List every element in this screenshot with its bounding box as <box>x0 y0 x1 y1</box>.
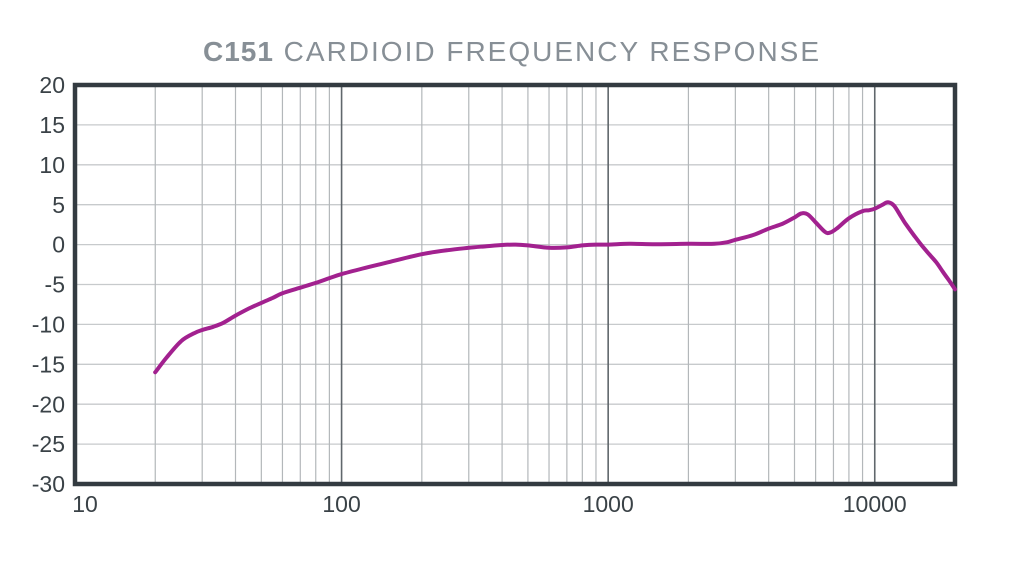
response-curve <box>153 200 957 375</box>
x-tick-label: 10 <box>72 491 98 517</box>
x-tick-label: 10000 <box>843 491 907 517</box>
y-tick-label: 10 <box>39 152 65 178</box>
chart-title: C151 CARDIOID FREQUENCY RESPONSE <box>0 36 1024 68</box>
chart-title-text: CARDIOID FREQUENCY RESPONSE <box>273 36 822 67</box>
x-tick-label: 1000 <box>583 491 634 517</box>
x-tick-label: 100 <box>322 491 360 517</box>
y-tick-label: 20 <box>39 72 65 98</box>
y-tick-label: -5 <box>45 272 65 298</box>
y-tick-label: 5 <box>52 192 65 218</box>
chart-title-model: C151 <box>202 36 274 67</box>
y-tick-label: 0 <box>52 232 65 258</box>
y-tick-label: -15 <box>32 351 65 377</box>
y-tick-label: -10 <box>32 311 65 337</box>
plot-border <box>72 82 958 487</box>
y-tick-label: -20 <box>32 391 65 417</box>
y-tick-label: -25 <box>32 431 65 457</box>
y-tick-label: -30 <box>32 471 65 497</box>
y-tick-label: 15 <box>39 112 65 138</box>
